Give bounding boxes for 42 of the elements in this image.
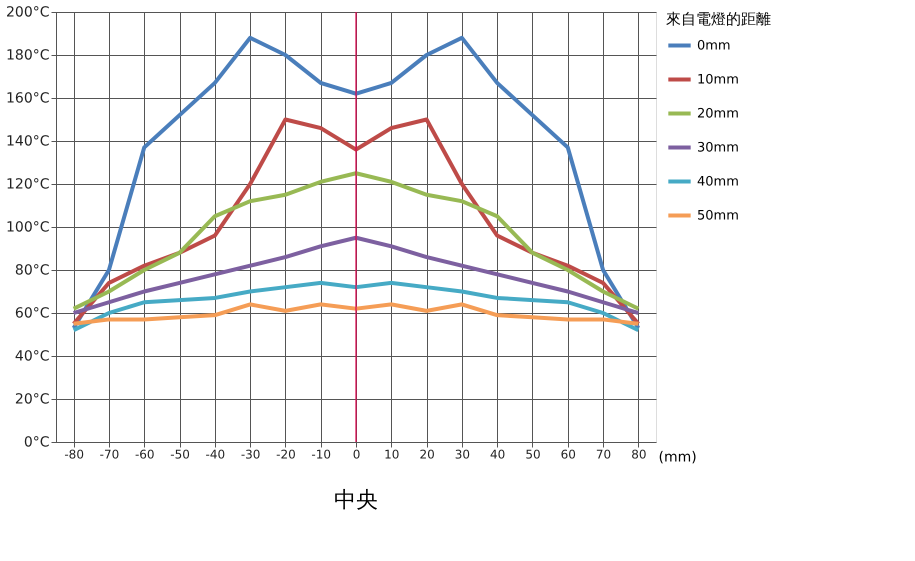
legend-label: 0mm [697,38,731,54]
x-axis-title: (mm) [658,450,697,466]
legend-label: 20mm [697,106,739,122]
y-tick-label: 180°C [6,48,50,64]
line-series [72,302,640,326]
y-tick-label: 20°C [14,392,50,408]
legend-label: 40mm [697,174,739,190]
y-tick-label: 140°C [6,134,50,150]
x-tick-label: 60 [560,448,576,462]
x-tick-label: -50 [170,448,190,462]
legend-label: 10mm [697,72,739,88]
line-series [72,236,640,315]
y-tick-label: 0°C [24,434,50,450]
legend-label: 50mm [697,208,739,224]
line-series [72,171,640,311]
x-tick-label: 0 [352,448,360,462]
y-tick-label: 40°C [14,348,50,364]
y-tick-label: 60°C [14,306,50,322]
x-tick-label: 40 [490,448,506,462]
x-tick-label: -80 [64,448,84,462]
x-tick-label: 80 [631,448,646,462]
x-tick-label: -20 [276,448,296,462]
line-series [72,36,640,330]
x-tick-label: 20 [419,448,435,462]
y-tick-label: 80°C [14,262,50,278]
x-tick-label: -60 [134,448,155,462]
x-tick-label: 30 [454,448,470,462]
x-tick-label: -10 [311,448,332,462]
y-tick-label: 120°C [6,176,50,192]
line-series [72,280,640,332]
legend-label: 30mm [697,140,739,156]
y-tick-label: 160°C [6,90,50,106]
x-tick-label: 70 [596,448,612,462]
legend-title: 來自電燈的距離 [666,10,771,28]
x-tick-label: 50 [525,448,541,462]
x-tick-label: -30 [240,448,260,462]
text: 中央 [334,488,378,513]
y-tick-label: 100°C [6,220,50,236]
x-tick-label: 10 [384,448,400,462]
y-tick-label: 200°C [6,4,50,20]
x-tick-label: -70 [100,448,120,462]
x-tick-label: -40 [206,448,226,462]
